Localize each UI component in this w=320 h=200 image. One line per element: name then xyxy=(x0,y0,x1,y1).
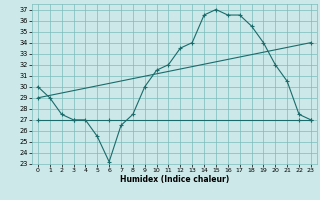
X-axis label: Humidex (Indice chaleur): Humidex (Indice chaleur) xyxy=(120,175,229,184)
